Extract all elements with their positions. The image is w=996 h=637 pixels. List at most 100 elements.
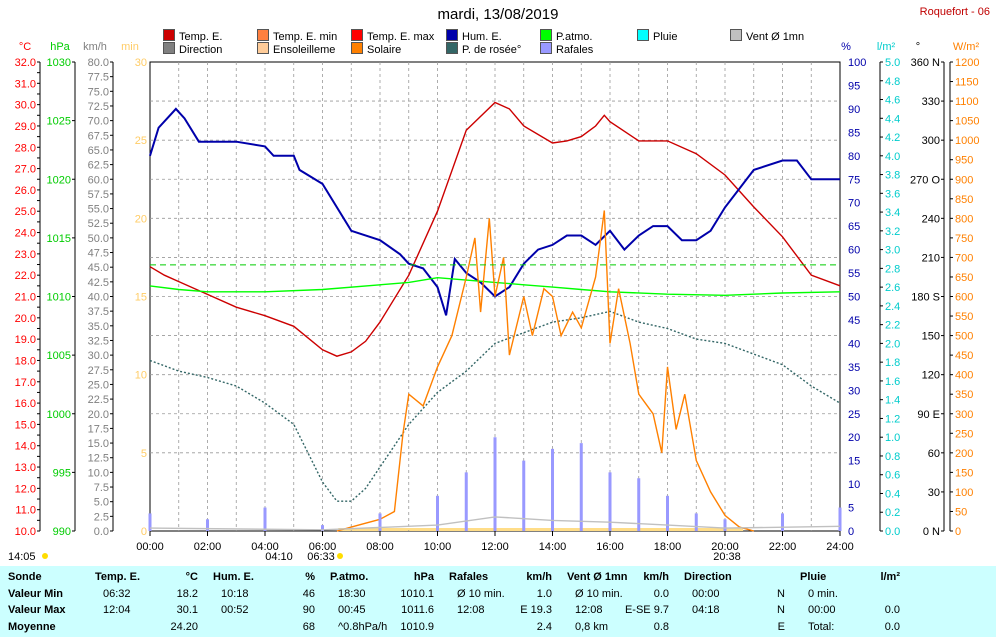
table-unit: km/h bbox=[526, 571, 552, 583]
legend-label: Temp. E. max bbox=[367, 31, 435, 43]
legend-swatch bbox=[163, 29, 175, 41]
table-cell: E-SE 9.7 bbox=[624, 604, 669, 616]
table-cell: 1010.9 bbox=[400, 621, 434, 633]
legend-swatch bbox=[540, 42, 552, 54]
series-solaire-line bbox=[336, 210, 754, 532]
table-cell: 90 bbox=[302, 604, 315, 616]
axis-label: 4.0 bbox=[885, 151, 900, 163]
axis-unit: min bbox=[121, 41, 139, 53]
table-cell: 00:52 bbox=[221, 604, 249, 616]
table-unit: % bbox=[305, 571, 315, 583]
axis-label: 20.0 bbox=[88, 409, 109, 421]
axis-label: 22.0 bbox=[15, 270, 36, 282]
axis-label: 600 bbox=[955, 292, 973, 304]
legend-item: Vent Ø 1mn bbox=[730, 29, 804, 43]
axis-label: 2.4 bbox=[885, 301, 900, 313]
direction-label: 90 E bbox=[917, 409, 940, 421]
table-cell: 06:32 bbox=[103, 588, 131, 600]
axis-label: 45.0 bbox=[88, 262, 109, 274]
axis-label: 28.0 bbox=[15, 142, 36, 154]
axis-label: 1200 bbox=[955, 57, 979, 69]
table-cell: E bbox=[777, 621, 785, 633]
series-p-de-ros-e-line bbox=[149, 310, 841, 502]
direction-label: 180 S bbox=[911, 292, 940, 304]
axis-label: 1.8 bbox=[885, 357, 900, 369]
humidity-label: 65 bbox=[848, 221, 860, 233]
legend-item: Solaire bbox=[351, 42, 401, 56]
axis-label: 67.5 bbox=[88, 130, 109, 142]
axis-label: 27.0 bbox=[15, 164, 36, 176]
table-unit: km/h bbox=[643, 571, 669, 583]
table-cell: 1010.1 bbox=[400, 588, 434, 600]
humidity-label: 60 bbox=[848, 245, 860, 257]
page-title: mardi, 13/08/2019 bbox=[437, 6, 559, 23]
axis-label: 0.0 bbox=[885, 526, 900, 538]
legend-swatch bbox=[351, 42, 363, 54]
table-cell: 68 bbox=[302, 621, 315, 633]
legend-item: P. de rosée° bbox=[446, 42, 521, 56]
axis-label: 21.0 bbox=[15, 292, 36, 304]
axis-label: 10.0 bbox=[15, 526, 36, 538]
table-unit: hPa bbox=[413, 571, 434, 583]
axis-label: 18.0 bbox=[15, 355, 36, 367]
sunshine-label: 25 bbox=[135, 135, 147, 147]
axis-label: 2.6 bbox=[885, 282, 900, 294]
axis-label: 50 bbox=[955, 506, 967, 518]
humidity-label: 50 bbox=[848, 292, 860, 304]
table-cell: Ø 10 min. bbox=[457, 588, 505, 600]
humidity-label: 20 bbox=[848, 432, 860, 444]
direction-label: 120 bbox=[922, 370, 940, 382]
table-cell: N bbox=[777, 604, 785, 616]
axis-label: 10.0 bbox=[88, 467, 109, 479]
legend-swatch bbox=[351, 29, 363, 41]
table-cell: 18.2 bbox=[176, 588, 198, 600]
axis-label: 2.8 bbox=[885, 263, 900, 275]
axis-label: 65.0 bbox=[88, 145, 109, 157]
axis-label: 30.0 bbox=[88, 350, 109, 362]
axis-label: 40.0 bbox=[88, 292, 109, 304]
axis-label: 32.0 bbox=[15, 57, 36, 69]
direction-label: 60 bbox=[928, 448, 940, 460]
humidity-label: 0 bbox=[848, 526, 854, 538]
legend-label: Direction bbox=[179, 44, 223, 56]
axis-label: 550 bbox=[955, 311, 973, 323]
axis-label: 20.0 bbox=[15, 313, 36, 325]
axis-label: 100 bbox=[955, 487, 973, 499]
legend-item: Direction bbox=[163, 42, 222, 56]
axis-label: 30.0 bbox=[15, 100, 36, 112]
axis-label: 4.2 bbox=[885, 132, 900, 144]
table-cell: 0,8 km bbox=[575, 621, 609, 633]
table-header: Pluie bbox=[800, 571, 827, 583]
direction-label: 270 O bbox=[910, 174, 940, 186]
axis-label: 70.0 bbox=[88, 116, 109, 128]
table-header: P.atmo. bbox=[330, 571, 369, 583]
axis-label: 500 bbox=[955, 331, 973, 343]
table-cell: 0 min. bbox=[808, 588, 838, 600]
axis-label: 1100 bbox=[955, 96, 979, 108]
legend-swatch bbox=[540, 29, 552, 41]
humidity-label: 75 bbox=[848, 174, 860, 186]
legend-label: P.atmo. bbox=[556, 31, 593, 43]
table-cell: 2.4 bbox=[536, 621, 552, 633]
table-header: Hum. E. bbox=[213, 571, 254, 583]
table-cell: 00:45 bbox=[338, 604, 366, 616]
humidity-label: 100 bbox=[848, 57, 866, 69]
axis-label: 2.0 bbox=[885, 338, 900, 350]
axis-label: 1.0 bbox=[885, 432, 900, 444]
axis-unit: ° bbox=[916, 41, 920, 53]
axis-unit: hPa bbox=[50, 41, 70, 53]
axis-label: 350 bbox=[955, 389, 973, 401]
axis-label: 1000 bbox=[955, 135, 979, 147]
time-label: 10:00 bbox=[424, 541, 452, 553]
axis-label: 1015 bbox=[47, 233, 71, 245]
legend-label: Solaire bbox=[367, 44, 402, 56]
axis-label: 2.2 bbox=[885, 320, 900, 332]
axis-label: 300 bbox=[955, 409, 973, 421]
humidity-label: 80 bbox=[848, 151, 860, 163]
legend-label: Hum. E. bbox=[462, 31, 502, 43]
table-cell: 46 bbox=[302, 588, 315, 600]
time-label: 24:00 bbox=[826, 541, 854, 553]
axis-label: 72.5 bbox=[88, 101, 109, 113]
time-label: 22:00 bbox=[769, 541, 797, 553]
axis-label: 15.0 bbox=[88, 438, 109, 450]
